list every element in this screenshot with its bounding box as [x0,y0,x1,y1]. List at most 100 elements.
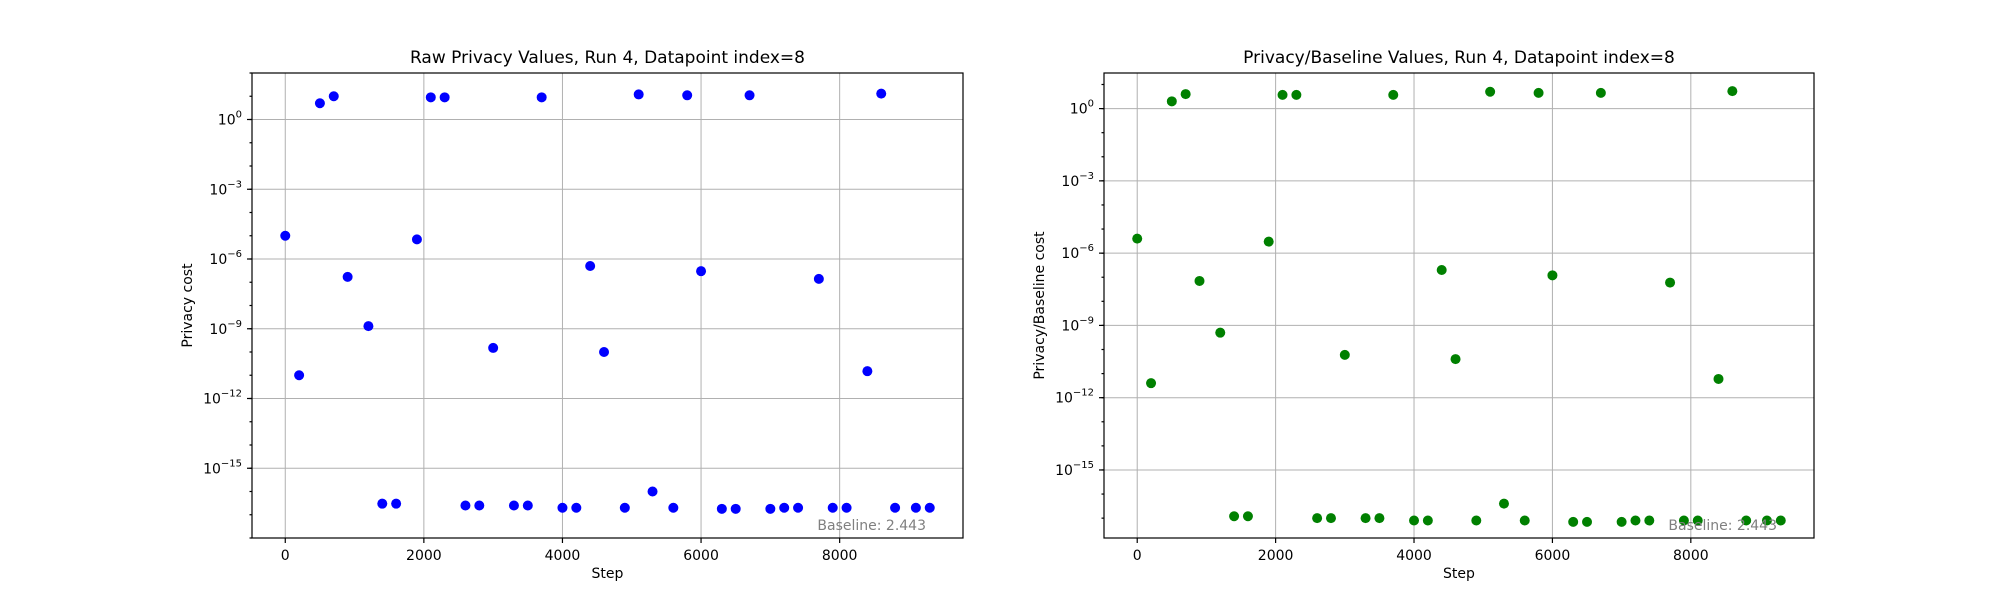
baseline-annotation: Baseline: 2.443 [1668,518,1777,534]
data-point [1678,515,1689,526]
data-point [1775,515,1786,526]
data-point [411,234,422,245]
data-point [1325,513,1336,524]
data-point [1291,89,1302,100]
data-point [876,88,887,99]
data-point [890,502,901,513]
data-point [1692,515,1703,526]
data-point [474,500,485,511]
data-point [1547,270,1558,281]
data-point [1422,515,1433,526]
data-point [682,90,693,101]
data-point [1229,511,1240,522]
data-point [1450,354,1461,365]
data-point [1409,515,1420,526]
data-point [328,91,339,102]
x-tick-label: 0 [281,548,290,564]
y-tick-label: 10−3 [1061,171,1094,190]
data-point [522,500,533,511]
data-point [571,502,582,513]
data-point [793,502,804,513]
data-point [425,92,436,103]
data-point [765,503,776,514]
data-point [1498,498,1509,509]
y-tick-label: 10−15 [1055,460,1094,479]
x-tick-label: 4000 [545,548,581,564]
x-tick-label: 8000 [822,548,858,564]
data-point [716,503,727,514]
data-point [280,230,291,241]
x-tick-label: 8000 [1673,548,1709,564]
chart-title: Privacy/Baseline Values, Run 4, Datapoin… [1243,48,1675,68]
data-point [1616,516,1627,527]
data-point [1727,86,1738,97]
data-point [1519,515,1530,526]
data-point [391,498,402,509]
x-axis-label: Step [1443,566,1475,582]
x-tick-label: 6000 [683,548,719,564]
data-point [1339,349,1350,360]
data-point [1166,96,1177,107]
data-point [557,502,568,513]
data-point [1312,513,1323,524]
data-point [1146,378,1157,389]
y-tick-label: 10−3 [209,179,242,198]
x-tick-label: 2000 [406,548,442,564]
data-point [910,502,921,513]
data-point [730,503,741,514]
y-tick-label: 100 [1070,99,1094,118]
data-point [813,273,824,284]
y-tick-label: 100 [218,110,242,129]
data-point [1132,233,1143,244]
data-point [585,260,596,271]
x-tick-label: 4000 [1396,548,1432,564]
plot-frame [1103,72,1815,539]
y-tick-label: 10−9 [1061,315,1094,334]
data-point [439,92,450,103]
data-point [1360,513,1371,524]
data-point [1644,515,1655,526]
data-point [779,502,790,513]
y-tick-label: 10−6 [209,249,242,268]
data-point [377,498,388,509]
data-point [314,98,325,109]
data-point [862,366,873,377]
data-point [294,370,305,381]
data-point [619,502,630,513]
chart-panel-1: 0 2000 4000 6000 8000 100 10−3 10−6 10−9 10−12 10−… [180,48,964,582]
data-point [1741,515,1752,526]
chart-panel-2: 0 2000 4000 6000 8000 100 10−3 10−6 10−9 10−12 10−… [1032,48,1815,582]
x-axis-label: Step [592,566,624,582]
data-point [1485,86,1496,97]
x-tick-label: 6000 [1535,548,1571,564]
data-point [1630,515,1641,526]
data-point [1713,373,1724,384]
data-point [1582,516,1593,527]
data-point [1595,87,1606,98]
data-point [1215,327,1226,338]
data-point [1374,513,1385,524]
data-point [1194,275,1205,286]
data-point [342,271,353,282]
data-point [1180,89,1191,100]
data-point [536,92,547,103]
chart-title: Raw Privacy Values, Run 4, Datapoint ind… [410,48,805,68]
y-tick-label: 10−12 [1055,388,1094,407]
data-point [1665,277,1676,288]
data-point [1568,516,1579,527]
data-point [668,502,679,513]
data-point [1533,87,1544,98]
data-point [460,500,471,511]
x-tick-label: 2000 [1258,548,1294,564]
data-point [924,502,935,513]
data-point [841,502,852,513]
y-tick-label: 10−6 [1061,243,1094,262]
data-point [599,347,610,357]
data-point [647,486,658,497]
data-point [827,502,838,513]
data-point [633,89,644,100]
y-tick-label: 10−15 [203,458,242,477]
data-point [488,342,499,353]
data-point [1277,89,1288,100]
